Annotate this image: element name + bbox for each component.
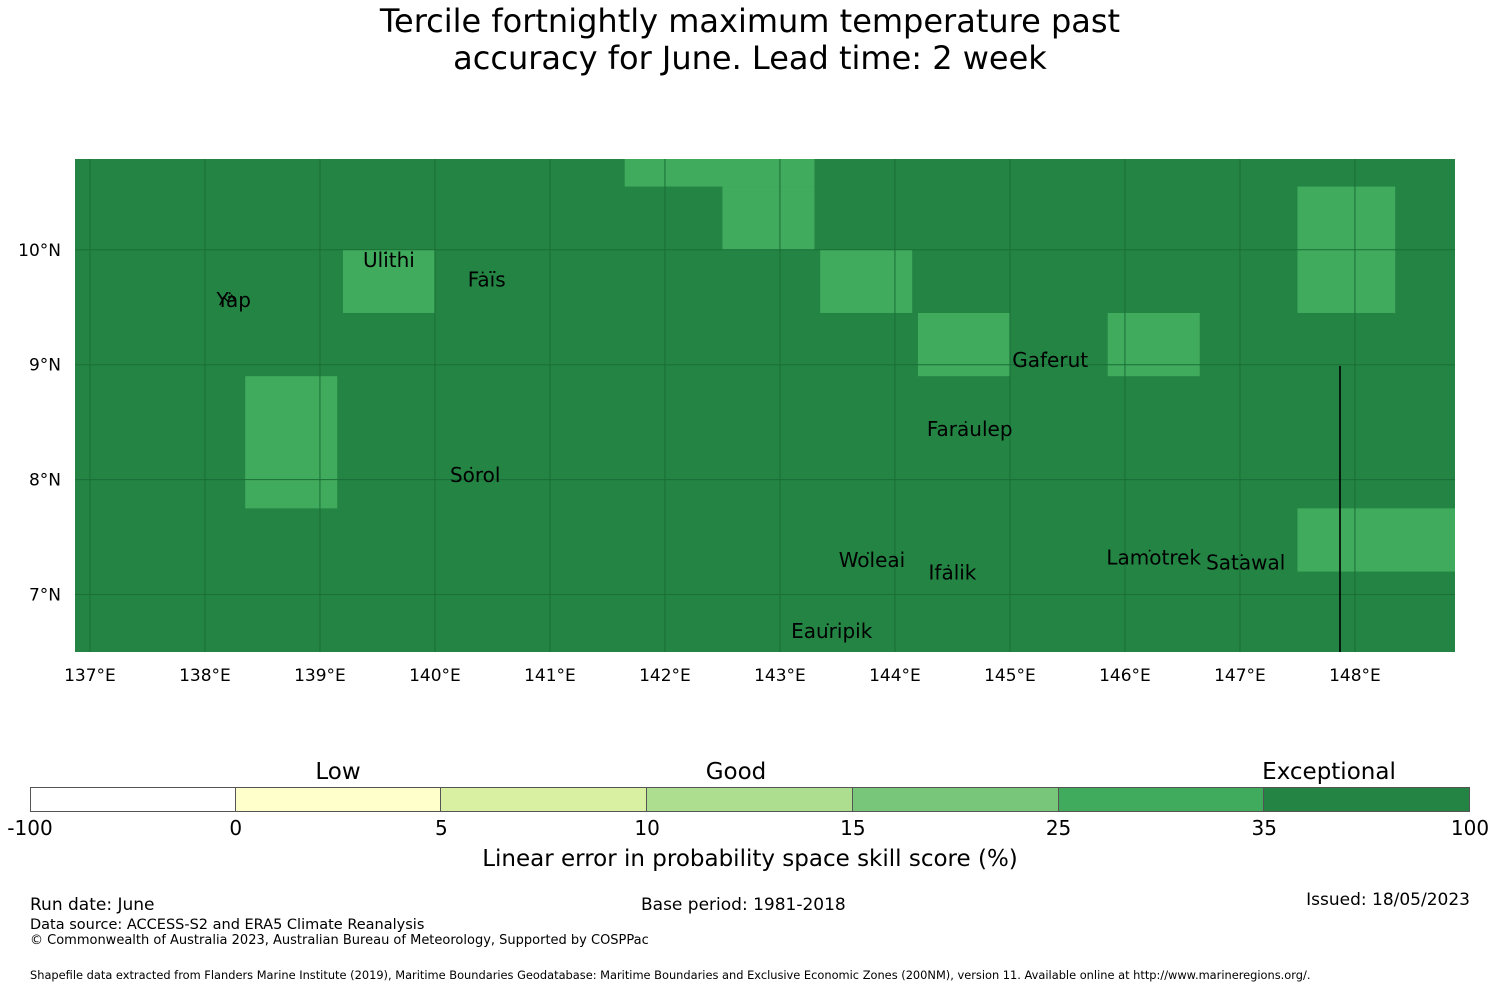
skill-cell-4: [917, 312, 1010, 377]
island-dot: [481, 271, 484, 274]
lon-tick-label: 140°E: [409, 666, 461, 686]
colorbar-bin-1: [235, 787, 442, 812]
place-label: Sorol: [450, 463, 501, 487]
skill-cell-5: [1107, 312, 1200, 377]
island-dot: [1045, 352, 1048, 355]
island-dot: [1148, 549, 1151, 552]
lat-tick-label: 9°N: [29, 356, 61, 376]
place-label: Yap: [215, 288, 250, 312]
run-date: Run date: June: [30, 895, 155, 915]
place-label: Eauripik: [791, 619, 873, 643]
colorbar-bin-4: [852, 787, 1059, 812]
colorbar-bin-3: [647, 787, 853, 812]
island-dot: [964, 420, 967, 423]
place-label: Ifalik: [929, 561, 977, 585]
colorbar-tick-label: 15: [840, 816, 866, 840]
lon-tick-label: 147°E: [1214, 666, 1266, 686]
island-dot: [228, 292, 231, 295]
colorbar-tick-label: 35: [1251, 816, 1278, 840]
place-label: Satawal: [1206, 550, 1285, 574]
map-title-line-2: accuracy for June. Lead time: 2 week: [453, 39, 1047, 77]
colorbar-bin-0: [30, 787, 236, 812]
skill-map: 137°E 138°E 139°E 140°E 141°E 142°E 143°E 144°E…: [18, 159, 1455, 686]
colorbar-axis-label: Linear error in probability space skill …: [482, 846, 1018, 872]
skill-cell-2: [342, 249, 435, 313]
place-label: Gaferut: [1012, 348, 1088, 372]
axis-ticks: 137°E 138°E 139°E 140°E 141°E 142°E 143°E 144°E…: [18, 241, 1381, 686]
colorbar-bin-2: [441, 787, 648, 812]
lon-tick-label: 142°E: [639, 666, 691, 686]
skill-cell-8: [1297, 508, 1455, 572]
colorbar-tick-label: 25: [1045, 816, 1072, 840]
skill-cell-3: [820, 249, 913, 313]
skill-cell-1: [722, 186, 815, 250]
island-markers: [219, 252, 1243, 626]
data-source: Data source: ACCESS-S2 and ERA5 Climate …: [30, 917, 425, 933]
place-label: Woleai: [839, 548, 906, 572]
lon-tick-label: 141°E: [524, 666, 576, 686]
lon-tick-label: 138°E: [179, 666, 231, 686]
lon-tick-label: 139°E: [294, 666, 346, 686]
shapefile-credit: Shapefile data extracted from Flanders M…: [30, 968, 1311, 982]
legend-category-label: Good: [705, 759, 767, 785]
place-label: Lamotrek: [1106, 546, 1201, 570]
yap-island-outline: [219, 294, 236, 306]
island-dot: [866, 551, 869, 554]
colorbar-tick-label: 10: [634, 816, 660, 840]
colorbar-tick-label: 100: [1450, 816, 1490, 840]
lat-tick-label: 7°N: [29, 586, 61, 606]
lat-tick-label: 8°N: [29, 471, 61, 491]
skill-cell-7: [245, 376, 338, 509]
place-labels: Yap Ulithi Faïs Gaferut Faraulep Sorol Woleai I…: [215, 248, 1285, 643]
lat-tick-label: 10°N: [18, 241, 61, 261]
colorbar-bin-6: [1264, 787, 1470, 812]
graticule: [75, 159, 1455, 652]
lon-tick-label: 137°E: [64, 666, 116, 686]
lon-tick-label: 148°E: [1329, 666, 1381, 686]
legend-category-label: Low: [315, 759, 361, 785]
lon-tick-label: 143°E: [754, 666, 806, 686]
legend-category-label: Exceptional: [1262, 759, 1396, 785]
issued-date: Issued: 18/05/2023: [1306, 890, 1470, 910]
colorbar-tick-label: 0: [229, 816, 243, 840]
island-dot: [947, 564, 950, 567]
map-title-line-1: Tercile fortnightly maximum temperature …: [379, 2, 1121, 40]
place-label: Ulithi: [363, 248, 415, 272]
island-dot: [826, 623, 829, 626]
place-label: Faïs: [468, 268, 506, 292]
skill-cell-0: [624, 159, 815, 187]
colorbar-tick-label: -100: [7, 816, 53, 840]
place-label: Faraulep: [927, 417, 1013, 441]
lon-tick-label: 145°E: [984, 666, 1036, 686]
colorbar-tick-label: 5: [435, 816, 448, 840]
island-dot: [383, 252, 386, 255]
lon-tick-label: 144°E: [869, 666, 921, 686]
colorbar-bin-5: [1058, 787, 1265, 812]
island-dot: [1240, 554, 1243, 557]
skill-cells: [245, 159, 1455, 572]
copyright: © Commonwealth of Australia 2023, Austra…: [30, 933, 649, 948]
base-period: Base period: 1981-2018: [641, 895, 846, 915]
lon-tick-label: 146°E: [1099, 666, 1151, 686]
island-dot: [470, 466, 473, 469]
